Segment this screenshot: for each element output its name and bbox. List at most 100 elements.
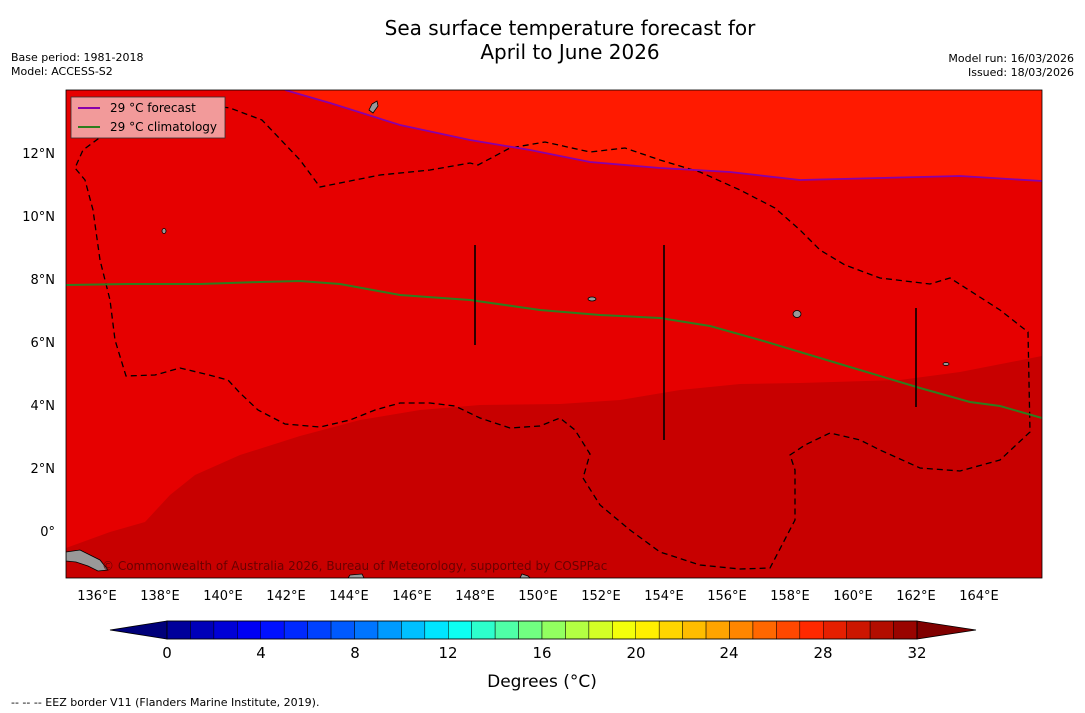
latitude-axis: 12°N 10°N 8°N 6°N 4°N 2°N 0° bbox=[22, 147, 55, 540]
legend-box bbox=[70, 96, 226, 139]
map-area: © Commonwealth of Australia 2026, Bureau… bbox=[66, 90, 1042, 578]
colorbar-swatch bbox=[565, 620, 590, 640]
island-palau bbox=[161, 228, 167, 234]
colorbar-swatch bbox=[424, 620, 449, 640]
colorbar-tick: 12 bbox=[438, 644, 457, 662]
colorbar-swatch bbox=[307, 620, 332, 640]
colorbar-swatch bbox=[658, 620, 683, 640]
lon-label: 146°E bbox=[392, 589, 432, 604]
colorbar-swatch bbox=[518, 620, 543, 640]
model-run-date: Model run: 16/03/2026 bbox=[948, 52, 1074, 65]
run-info: Model run: 16/03/2026 Issued: 18/03/2026 bbox=[948, 52, 1074, 80]
legend: 29 °C forecast 29 °C climatology bbox=[70, 96, 226, 139]
lon-label: 160°E bbox=[833, 589, 873, 604]
colorbar-swatch bbox=[448, 620, 472, 640]
base-info: Base period: 1981-2018 Model: ACCESS-S2 bbox=[11, 51, 143, 79]
lat-label: 10°N bbox=[22, 210, 55, 225]
sst-band-31-32 bbox=[66, 356, 1042, 578]
colorbar-swatch bbox=[799, 620, 824, 640]
colorbar-frame bbox=[166, 620, 918, 640]
colorbar-tick: 20 bbox=[626, 644, 645, 662]
lon-label: 152°E bbox=[581, 589, 621, 604]
colorbar-swatch bbox=[377, 620, 402, 640]
colorbar-swatch bbox=[494, 620, 519, 640]
chart-title: Sea surface temperature forecast for Apr… bbox=[0, 16, 1085, 64]
lat-label: 4°N bbox=[31, 399, 56, 414]
lon-label: 142°E bbox=[266, 589, 306, 604]
lon-label: 138°E bbox=[140, 589, 180, 604]
lon-label: 140°E bbox=[203, 589, 243, 604]
colorbar-label: Degrees (°C) bbox=[487, 672, 597, 692]
lon-label: 162°E bbox=[896, 589, 936, 604]
base-period: Base period: 1981-2018 bbox=[11, 51, 144, 64]
lon-label: 148°E bbox=[455, 589, 495, 604]
map-frame bbox=[65, 89, 1043, 579]
longitude-axis: 136°E 138°E 140°E 142°E 144°E 146°E 148°… bbox=[77, 589, 999, 604]
lat-label: 8°N bbox=[31, 273, 56, 288]
lon-label: 136°E bbox=[77, 589, 117, 604]
eez-borders bbox=[74, 99, 1031, 570]
lon-label: 154°E bbox=[644, 589, 684, 604]
model-name: Model: ACCESS-S2 bbox=[11, 65, 113, 78]
issued-date: Issued: 18/03/2026 bbox=[967, 66, 1074, 79]
eez-border-palau-fsm bbox=[74, 99, 1031, 570]
colorbar bbox=[109, 620, 977, 640]
island-chuuk bbox=[587, 296, 597, 302]
land-new-guinea bbox=[66, 549, 109, 572]
colorbar-tick: 16 bbox=[532, 644, 551, 662]
eez-footnote: -- -- -- EEZ border V11 (Flanders Marine… bbox=[11, 696, 319, 709]
lat-label: 12°N bbox=[22, 147, 55, 162]
colorbar-over-extension bbox=[916, 620, 977, 640]
island-majuro bbox=[942, 362, 950, 366]
reference-lines bbox=[474, 245, 917, 440]
colorbar-under-extension bbox=[109, 620, 168, 640]
lon-label: 156°E bbox=[707, 589, 747, 604]
colorbar-tick: 24 bbox=[719, 644, 738, 662]
colorbar-swatch bbox=[541, 620, 566, 640]
colorbar-tick: 28 bbox=[813, 644, 832, 662]
colorbar-swatch bbox=[705, 620, 730, 640]
lat-label: 0° bbox=[40, 525, 55, 540]
colorbar-swatch bbox=[893, 620, 918, 640]
colorbar-swatch bbox=[635, 620, 660, 640]
forecast-29c-contour bbox=[284, 90, 1042, 182]
lat-label: 2°N bbox=[31, 462, 56, 477]
colorbar-swatch bbox=[190, 620, 215, 640]
colorbar-swatch bbox=[471, 620, 496, 640]
colorbar-swatch bbox=[330, 620, 355, 640]
colorbar-swatch bbox=[283, 620, 308, 640]
lon-label: 150°E bbox=[518, 589, 558, 604]
legend-climatology-label: 29 °C climatology bbox=[110, 120, 217, 134]
island-kosrae bbox=[792, 310, 802, 318]
colorbar-swatch bbox=[260, 620, 285, 640]
land-manus bbox=[347, 573, 365, 578]
colorbar-swatch bbox=[846, 620, 871, 640]
colorbar-swatch bbox=[237, 620, 261, 640]
colorbar-swatch bbox=[588, 620, 613, 640]
colorbar-swatch bbox=[823, 620, 847, 640]
colorbar-swatch bbox=[869, 620, 894, 640]
sst-band-29-30 bbox=[285, 90, 1042, 181]
lat-label: 6°N bbox=[31, 336, 56, 351]
title-line-2: April to June 2026 bbox=[480, 40, 660, 64]
colorbar-tick: 8 bbox=[350, 644, 360, 662]
colorbar-swatch bbox=[213, 620, 238, 640]
colorbar-tick: 0 bbox=[162, 644, 172, 662]
island-guam bbox=[368, 100, 379, 114]
land-new-ireland bbox=[519, 573, 531, 578]
title-line-1: Sea surface temperature forecast for bbox=[384, 16, 756, 40]
colorbar-swatch bbox=[354, 620, 379, 640]
colorbar-swatch bbox=[401, 620, 426, 640]
climatology-29c-contour bbox=[66, 279, 1042, 419]
colorbar-swatch bbox=[682, 620, 707, 640]
colorbar-swatch bbox=[752, 620, 777, 640]
colorbar-swatch bbox=[776, 620, 801, 640]
lon-label: 158°E bbox=[770, 589, 810, 604]
colorbar-tick: 4 bbox=[256, 644, 266, 662]
colorbar-swatch bbox=[166, 620, 191, 640]
copyright-text: © Commonwealth of Australia 2026, Bureau… bbox=[102, 559, 607, 573]
colorbar-tick: 32 bbox=[907, 644, 926, 662]
land-areas bbox=[66, 100, 950, 578]
lon-label: 144°E bbox=[329, 589, 369, 604]
